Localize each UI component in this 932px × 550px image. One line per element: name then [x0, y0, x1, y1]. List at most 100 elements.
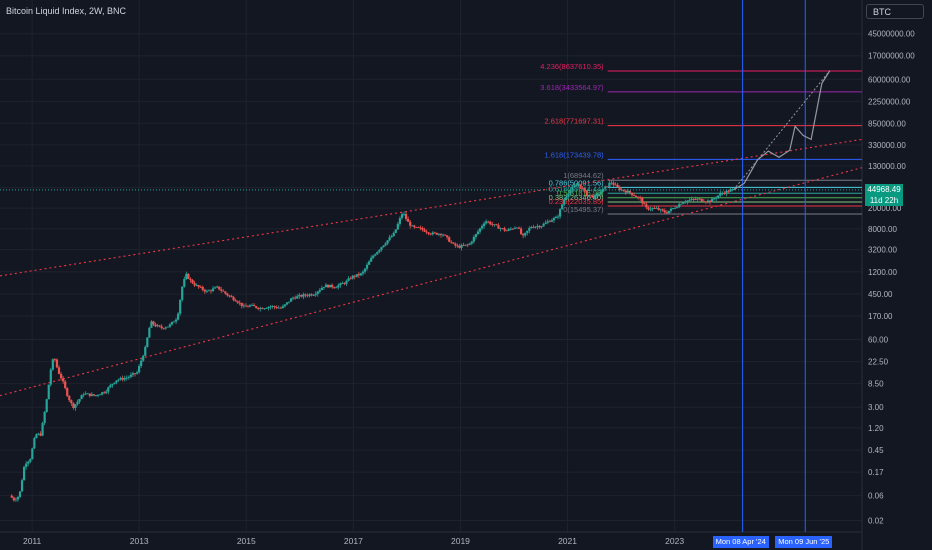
candle-body: [460, 245, 463, 248]
candle-body: [111, 383, 114, 386]
candle-body: [704, 201, 707, 203]
candle-body: [388, 237, 391, 241]
candle-body: [600, 191, 603, 194]
y-tick-label: 22.50: [868, 358, 889, 367]
candle-body: [195, 285, 198, 286]
candle-body: [427, 232, 430, 234]
symbol-search-field[interactable]: BTC: [866, 4, 924, 19]
candle-body: [622, 189, 625, 191]
candle-body: [690, 199, 693, 201]
candle-body: [199, 286, 202, 288]
x-tick-label: 2015: [237, 536, 256, 546]
candle-body: [503, 228, 506, 231]
candle-body: [298, 295, 301, 297]
candle-body: [499, 228, 502, 230]
candle-body: [515, 227, 519, 229]
candle-body: [554, 216, 558, 219]
candle-body: [575, 185, 578, 187]
candle-body: [530, 227, 533, 229]
candle-body: [287, 301, 291, 303]
candle-body: [267, 307, 270, 309]
candle-body: [279, 307, 282, 309]
candle-body: [158, 325, 161, 327]
candle-body: [224, 291, 227, 294]
candle-body: [312, 295, 315, 296]
candle-body: [653, 208, 656, 209]
candle-body: [458, 245, 461, 248]
candle-body: [213, 287, 217, 289]
candle-body: [698, 198, 701, 200]
candle-body: [532, 227, 535, 228]
candle-body: [368, 261, 371, 265]
candle-body: [598, 193, 601, 195]
candle-body: [673, 208, 677, 209]
candle-body: [331, 284, 334, 288]
candle-body: [583, 188, 586, 191]
candle-body: [585, 190, 588, 196]
candle-body: [565, 196, 568, 200]
candle-body: [472, 237, 475, 242]
candle-body: [255, 306, 258, 308]
x-tick-label: 2013: [130, 536, 149, 546]
candle-body: [667, 210, 671, 214]
candle-body: [407, 218, 410, 222]
candle-body: [183, 278, 186, 287]
candle-body: [501, 228, 504, 230]
x-tick-label: 2021: [558, 536, 577, 546]
candle-body: [468, 243, 471, 245]
candle-body: [333, 287, 336, 288]
candle-body: [684, 201, 687, 203]
candles: [10, 180, 734, 502]
candle-body: [324, 284, 328, 288]
candle-body: [228, 295, 231, 297]
candle-body: [569, 189, 572, 194]
candle-body: [433, 232, 436, 234]
candle-body: [289, 298, 293, 302]
fib-level-label: 0.618(38644.44): [549, 184, 605, 193]
candle-body: [731, 189, 734, 190]
candle-body: [448, 237, 451, 242]
y-tick-label: 60.00: [868, 335, 889, 344]
candle-body: [491, 224, 494, 226]
candle-body: [166, 326, 169, 328]
candle-body: [715, 197, 718, 199]
candle-body: [129, 374, 132, 377]
fib-level-label: 2.618(771697.31): [544, 117, 604, 126]
candle-body: [98, 394, 102, 396]
projection-path: [733, 70, 831, 191]
candle-body: [692, 199, 695, 200]
candle-body: [41, 423, 44, 436]
candle-body: [441, 234, 445, 236]
candle-body: [343, 283, 346, 284]
x-tick-label: 2019: [451, 536, 470, 546]
candle-body: [345, 280, 348, 284]
candle-body: [446, 235, 449, 238]
candle-body: [294, 297, 297, 299]
candle-body: [616, 184, 619, 187]
candle-body: [700, 198, 703, 202]
candle-body: [154, 324, 157, 327]
y-tick-label: 6000000.00: [868, 75, 911, 84]
candle-body: [355, 274, 358, 277]
candle-body: [396, 223, 399, 230]
candle-body: [328, 284, 332, 288]
candle-body: [23, 466, 26, 481]
candle-body: [216, 286, 219, 288]
candle-body: [84, 393, 87, 395]
candle-body: [624, 190, 627, 193]
candle-body: [156, 325, 159, 327]
candle-body: [335, 287, 338, 289]
candle-body: [509, 228, 512, 230]
candle-body: [62, 378, 65, 382]
x-tick-label: 2023: [665, 536, 684, 546]
candle-body: [411, 225, 414, 227]
candle-body: [168, 324, 172, 327]
fib-level-label: 0(15495.37): [563, 205, 604, 214]
y-tick-label: 8000.00: [868, 225, 897, 234]
candle-body: [306, 295, 309, 297]
candle-body: [713, 198, 716, 200]
candle-body: [86, 393, 89, 395]
candle-body: [546, 221, 549, 223]
